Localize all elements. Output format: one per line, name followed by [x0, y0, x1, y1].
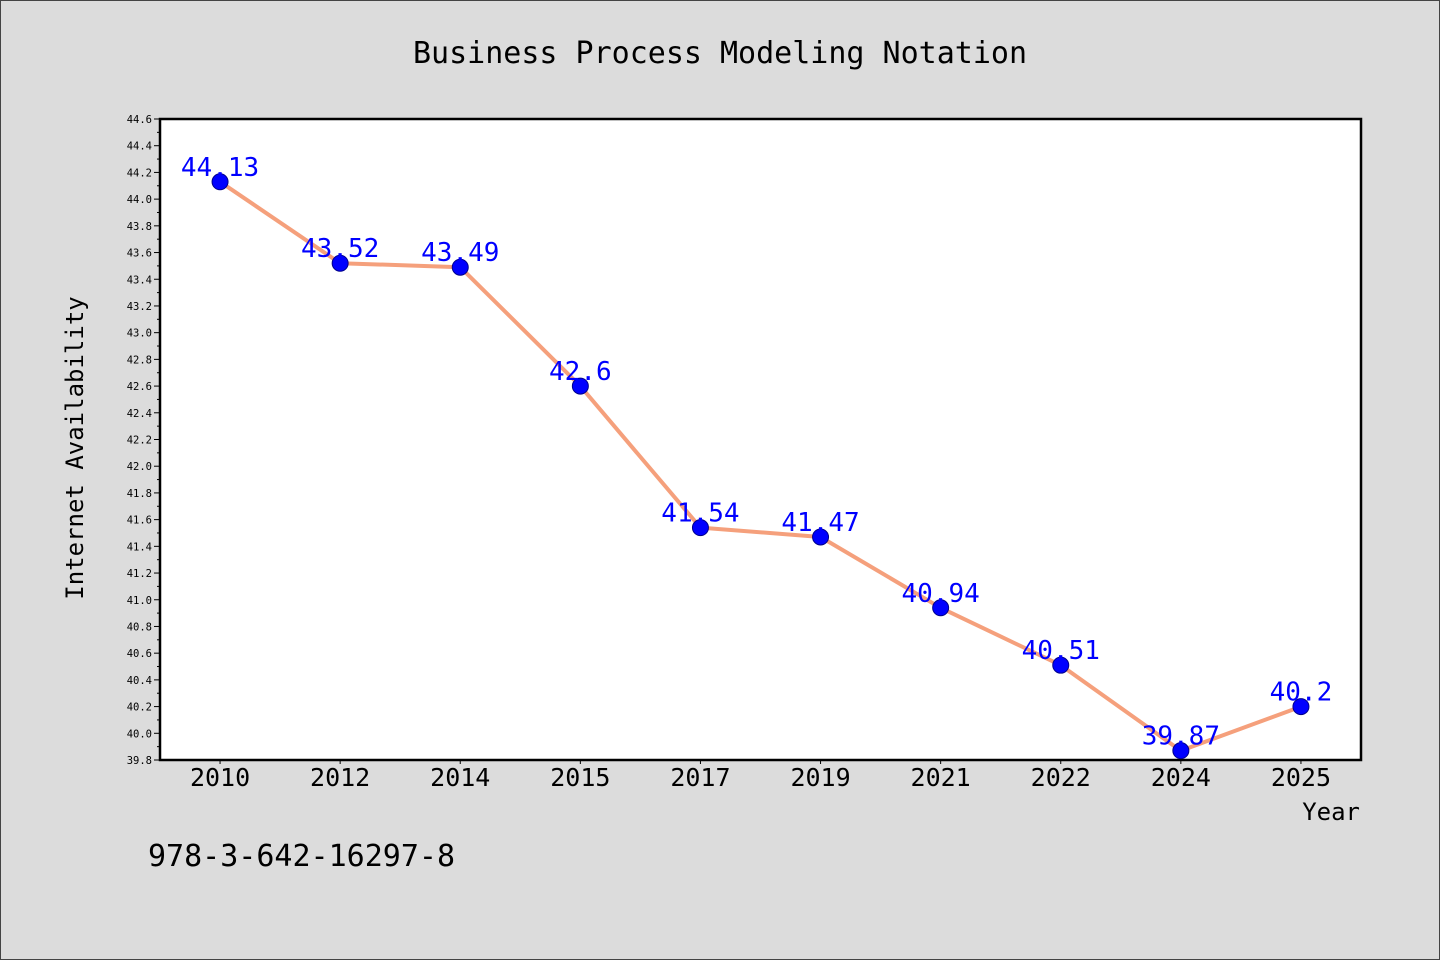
- y-tick-label-41.4: 41.4: [127, 541, 152, 553]
- x-tick-label-2017: 2017: [670, 763, 730, 792]
- x-tick-label-2025: 2025: [1271, 763, 1331, 792]
- data-label-2015: 42.6: [549, 357, 612, 387]
- y-tick-label-43.0: 43.0: [127, 328, 152, 340]
- data-point-2025: [1292, 698, 1310, 716]
- y-tick-label-43.8: 43.8: [127, 221, 152, 233]
- x-tick-label-2021: 2021: [911, 763, 971, 792]
- data-label-2014: 43.49: [421, 238, 499, 268]
- y-tick-label-40.8: 40.8: [127, 621, 152, 633]
- y-tick-label-41.0: 41.0: [127, 595, 152, 607]
- data-label-2012: 43.52: [301, 234, 379, 264]
- data-point-2010: [211, 173, 229, 191]
- data-point-2017: [691, 519, 709, 537]
- x-tick-label-2024: 2024: [1151, 763, 1211, 792]
- y-tick-label-42.6: 42.6: [127, 381, 152, 393]
- y-tick-label-42.8: 42.8: [127, 354, 152, 366]
- x-tick-label-2022: 2022: [1031, 763, 1091, 792]
- data-point-2014: [451, 258, 469, 276]
- data-labels: 44.13 43.52 43.49 42.6 41.54 41.47 40.94 40.51 3…: [181, 153, 1332, 752]
- y-tick-label-40.6: 40.6: [127, 648, 152, 660]
- y-tick-label-43.6: 43.6: [127, 248, 152, 260]
- y-axis-label: Internet Availability: [61, 296, 89, 599]
- y-axis: 39.8 40.0 40.2 40.4 40.6 40.8 41.0 41.2 41.4 41.6…: [127, 114, 160, 767]
- y-tick-label-44.0: 44.0: [127, 194, 152, 206]
- data-point-2015: [571, 377, 589, 395]
- data-label-2025: 40.2: [1270, 678, 1333, 708]
- y-tick-label-43.2: 43.2: [127, 301, 152, 313]
- data-label-2010: 44.13: [181, 153, 259, 183]
- data-point-2012: [331, 254, 349, 272]
- data-point-2022: [1052, 656, 1070, 674]
- x-axis: 2010 2012 2014 2015 2017 2019 2021 2022 2024 2025: [190, 760, 1331, 792]
- data-point-2024: [1172, 742, 1190, 760]
- y-tick-label-44.6: 44.6: [127, 114, 152, 126]
- y-tick-label-40.0: 40.0: [127, 728, 152, 740]
- data-label-2019: 41.47: [781, 508, 859, 538]
- data-label-2024: 39.87: [1142, 722, 1220, 752]
- data-label-2017: 41.54: [661, 499, 739, 529]
- chart-title: Business Process Modeling Notation: [413, 36, 1027, 71]
- x-tick-label-2012: 2012: [310, 763, 370, 792]
- series-line: [218, 179, 1303, 753]
- y-tick-label-39.8: 39.8: [127, 755, 152, 767]
- data-label-2021: 40.94: [902, 579, 980, 609]
- x-tick-label-2019: 2019: [790, 763, 850, 792]
- y-tick-label-44.4: 44.4: [127, 141, 152, 153]
- isbn-annotation: 978-3-642-16297-8: [148, 839, 455, 874]
- x-tick-label-2010: 2010: [190, 763, 250, 792]
- data-points: [211, 173, 1310, 760]
- y-tick-label-41.8: 41.8: [127, 488, 152, 500]
- x-tick-label-2015: 2015: [550, 763, 610, 792]
- plot-area: [158, 117, 1363, 762]
- y-tick-label-42.2: 42.2: [127, 435, 152, 447]
- y-tick-label-40.2: 40.2: [127, 702, 152, 714]
- y-tick-label-42.4: 42.4: [127, 408, 152, 420]
- y-tick-label-43.4: 43.4: [127, 274, 152, 286]
- data-label-2022: 40.51: [1022, 636, 1100, 666]
- y-tick-label-41.2: 41.2: [127, 568, 152, 580]
- data-point-2019: [812, 528, 830, 546]
- y-tick-label-42.0: 42.0: [127, 461, 152, 473]
- y-tick-label-44.2: 44.2: [127, 167, 152, 179]
- y-tick-label-40.4: 40.4: [127, 675, 152, 687]
- x-axis-label: Year: [1302, 798, 1360, 826]
- y-tick-label-41.6: 41.6: [127, 515, 152, 527]
- data-point-2021: [932, 599, 950, 617]
- x-tick-label-2014: 2014: [430, 763, 490, 792]
